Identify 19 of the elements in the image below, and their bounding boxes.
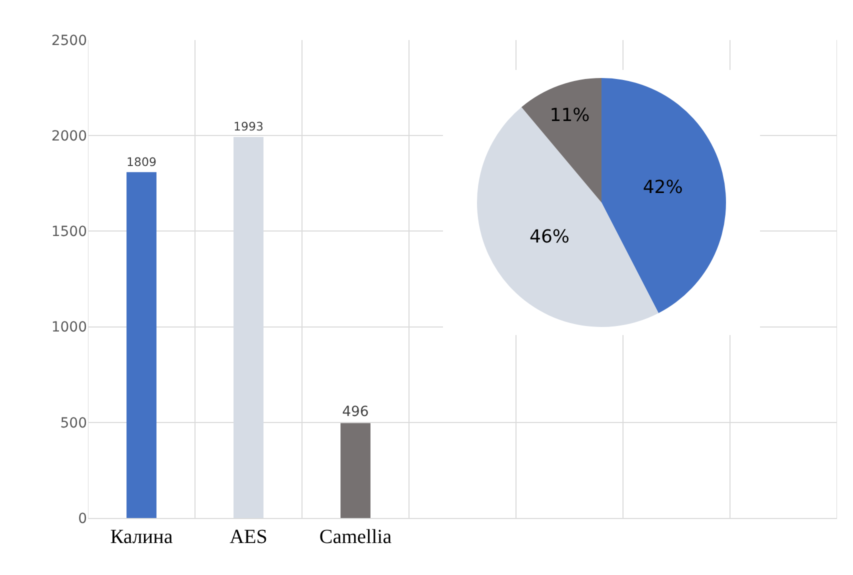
x-tick-label: Калина bbox=[110, 526, 173, 548]
bar bbox=[126, 172, 156, 518]
y-tick-label: 1500 bbox=[51, 224, 87, 240]
data-label: 1809 bbox=[126, 154, 156, 169]
data-label: 42% bbox=[642, 177, 683, 198]
y-tick-label: 500 bbox=[60, 415, 87, 432]
data-label: 1993 bbox=[234, 120, 264, 134]
pie-slice bbox=[602, 78, 726, 314]
data-label: 11% bbox=[550, 104, 590, 126]
y-tick-label: 1000 bbox=[51, 320, 87, 336]
y-tick-label: 0 bbox=[78, 510, 87, 527]
y-tick-label: 2500 bbox=[51, 32, 87, 49]
y-tick-label: 2000 bbox=[51, 128, 87, 144]
bar bbox=[340, 423, 370, 518]
data-label: 46% bbox=[530, 226, 570, 248]
x-tick-label: Camellia bbox=[319, 526, 392, 548]
x-tick-label: AES bbox=[230, 526, 268, 548]
pie-slice bbox=[521, 78, 602, 202]
data-label: 496 bbox=[342, 404, 369, 420]
